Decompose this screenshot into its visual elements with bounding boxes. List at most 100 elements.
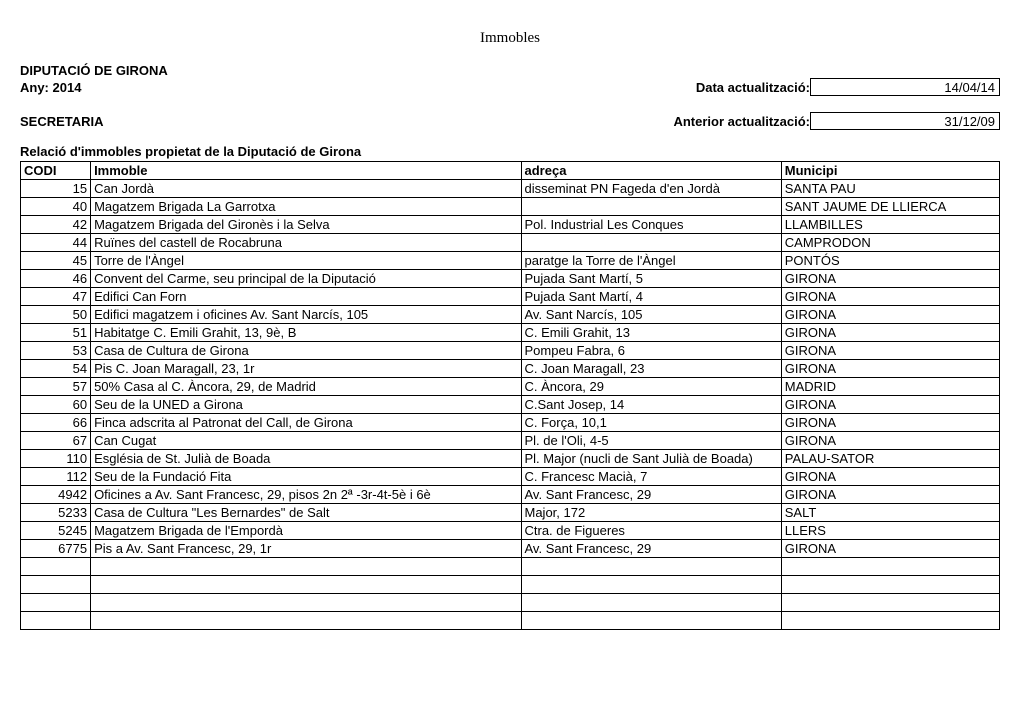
cell-municipi (781, 558, 999, 576)
cell-adreca (521, 558, 781, 576)
cell-immoble: Edifici Can Forn (91, 288, 521, 306)
cell-immoble: Magatzem Brigada de l'Empordà (91, 522, 521, 540)
cell-adreca: Ctra. de Figueres (521, 522, 781, 540)
cell-codi: 60 (21, 396, 91, 414)
col-adreca: adreça (521, 162, 781, 180)
table-row: 51Habitatge C. Emili Grahit, 13, 9è, BC.… (21, 324, 1000, 342)
cell-adreca (521, 234, 781, 252)
cell-immoble (91, 594, 521, 612)
cell-immoble: Habitatge C. Emili Grahit, 13, 9è, B (91, 324, 521, 342)
cell-immoble (91, 558, 521, 576)
prev-update-label: Anterior actualització: (673, 114, 810, 129)
cell-codi: 53 (21, 342, 91, 360)
cell-adreca: Pujada Sant Martí, 4 (521, 288, 781, 306)
cell-municipi: GIRONA (781, 396, 999, 414)
table-row: 50Edifici magatzem i oficines Av. Sant N… (21, 306, 1000, 324)
cell-immoble: Seu de la Fundació Fita (91, 468, 521, 486)
cell-adreca: paratge la Torre de l'Àngel (521, 252, 781, 270)
cell-municipi: GIRONA (781, 540, 999, 558)
cell-adreca: Av. Sant Francesc, 29 (521, 486, 781, 504)
section-title: Relació d'immobles propietat de la Diput… (20, 144, 1000, 159)
cell-codi: 51 (21, 324, 91, 342)
table-row: 5750% Casa al C. Àncora, 29, de MadridC.… (21, 378, 1000, 396)
cell-codi (21, 576, 91, 594)
cell-municipi: GIRONA (781, 324, 999, 342)
cell-immoble: Edifici magatzem i oficines Av. Sant Nar… (91, 306, 521, 324)
table-row: 47Edifici Can FornPujada Sant Martí, 4GI… (21, 288, 1000, 306)
cell-adreca: Pompeu Fabra, 6 (521, 342, 781, 360)
cell-codi: 66 (21, 414, 91, 432)
cell-immoble: 50% Casa al C. Àncora, 29, de Madrid (91, 378, 521, 396)
cell-municipi: LLERS (781, 522, 999, 540)
table-row: 15Can Jordàdisseminat PN Fageda d'en Jor… (21, 180, 1000, 198)
cell-codi: 47 (21, 288, 91, 306)
table-row: 4942Oficines a Av. Sant Francesc, 29, pi… (21, 486, 1000, 504)
cell-municipi: PONTÓS (781, 252, 999, 270)
cell-codi: 5233 (21, 504, 91, 522)
cell-adreca: Av. Sant Narcís, 105 (521, 306, 781, 324)
cell-municipi: GIRONA (781, 270, 999, 288)
cell-immoble: Casa de Cultura "Les Bernardes" de Salt (91, 504, 521, 522)
table-row: 42Magatzem Brigada del Gironès i la Selv… (21, 216, 1000, 234)
table-row: 110Església de St. Julià de BoadaPl. Maj… (21, 450, 1000, 468)
cell-codi: 57 (21, 378, 91, 396)
prev-update-value: 31/12/09 (810, 112, 1000, 130)
table-row: 45Torre de l'Àngelparatge la Torre de l'… (21, 252, 1000, 270)
cell-codi: 67 (21, 432, 91, 450)
cell-municipi: SALT (781, 504, 999, 522)
cell-codi (21, 594, 91, 612)
cell-immoble: Pis C. Joan Maragall, 23, 1r (91, 360, 521, 378)
cell-adreca (521, 594, 781, 612)
cell-municipi: GIRONA (781, 414, 999, 432)
cell-immoble: Oficines a Av. Sant Francesc, 29, pisos … (91, 486, 521, 504)
cell-codi: 44 (21, 234, 91, 252)
cell-adreca: C. Àncora, 29 (521, 378, 781, 396)
table-row (21, 576, 1000, 594)
cell-municipi: GIRONA (781, 360, 999, 378)
cell-adreca: C. Força, 10,1 (521, 414, 781, 432)
table-row: 46Convent del Carme, seu principal de la… (21, 270, 1000, 288)
cell-adreca: Av. Sant Francesc, 29 (521, 540, 781, 558)
cell-immoble: Finca adscrita al Patronat del Call, de … (91, 414, 521, 432)
cell-codi (21, 558, 91, 576)
cell-codi: 50 (21, 306, 91, 324)
cell-adreca: disseminat PN Fageda d'en Jordà (521, 180, 781, 198)
cell-adreca (521, 612, 781, 630)
cell-codi: 15 (21, 180, 91, 198)
cell-immoble: Can Jordà (91, 180, 521, 198)
table-row: 112Seu de la Fundació FitaC. Francesc Ma… (21, 468, 1000, 486)
cell-codi: 45 (21, 252, 91, 270)
cell-codi: 54 (21, 360, 91, 378)
cell-immoble (91, 576, 521, 594)
cell-adreca: Pl. Major (nucli de Sant Julià de Boada) (521, 450, 781, 468)
cell-adreca: Pol. Industrial Les Conques (521, 216, 781, 234)
table-row (21, 594, 1000, 612)
cell-municipi: GIRONA (781, 342, 999, 360)
cell-codi: 4942 (21, 486, 91, 504)
table-row: 44Ruïnes del castell de RocabrunaCAMPROD… (21, 234, 1000, 252)
cell-municipi: GIRONA (781, 288, 999, 306)
cell-immoble: Convent del Carme, seu principal de la D… (91, 270, 521, 288)
cell-immoble: Magatzem Brigada del Gironès i la Selva (91, 216, 521, 234)
col-immoble: Immoble (91, 162, 521, 180)
cell-codi (21, 612, 91, 630)
cell-adreca: Major, 172 (521, 504, 781, 522)
cell-municipi: CAMPRODON (781, 234, 999, 252)
cell-municipi: GIRONA (781, 432, 999, 450)
cell-immoble: Pis a Av. Sant Francesc, 29, 1r (91, 540, 521, 558)
date-update-value: 14/04/14 (810, 78, 1000, 96)
cell-codi: 46 (21, 270, 91, 288)
cell-immoble (91, 612, 521, 630)
cell-municipi: SANT JAUME DE LLIERCA (781, 198, 999, 216)
cell-immoble: Can Cugat (91, 432, 521, 450)
cell-adreca: C. Emili Grahit, 13 (521, 324, 781, 342)
cell-adreca: C.Sant Josep, 14 (521, 396, 781, 414)
table-row: 67Can CugatPl. de l'Oli, 4-5GIRONA (21, 432, 1000, 450)
cell-municipi: SANTA PAU (781, 180, 999, 198)
cell-adreca (521, 198, 781, 216)
cell-adreca: C. Francesc Macià, 7 (521, 468, 781, 486)
cell-adreca: Pujada Sant Martí, 5 (521, 270, 781, 288)
cell-codi: 42 (21, 216, 91, 234)
cell-municipi (781, 612, 999, 630)
cell-municipi: MADRID (781, 378, 999, 396)
